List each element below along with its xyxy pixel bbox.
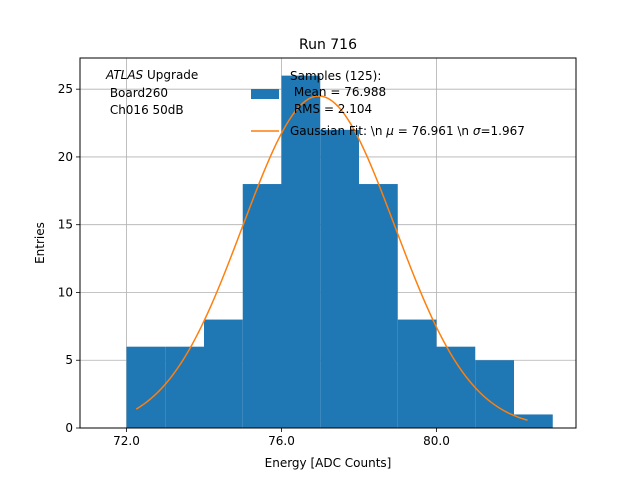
annotation-line-1: ATLAS Upgrade xyxy=(105,68,198,82)
x-axis-ticks: 72.0 76.0 80.0 xyxy=(113,428,450,448)
legend-fit-mu: μ xyxy=(385,124,394,138)
legend-fit-label: Gaussian Fit: \n μ = 76.961 \n σ=1.967 xyxy=(290,124,525,138)
annotation-upgrade: Upgrade xyxy=(143,68,198,82)
y-tick-label: 5 xyxy=(65,353,73,367)
histogram-bar xyxy=(126,346,166,428)
legend-hist-label-1: Samples (125): xyxy=(290,69,381,83)
legend-fit-suffix: =1.967 xyxy=(480,124,524,138)
y-tick-label: 0 xyxy=(65,421,73,435)
y-tick-label: 25 xyxy=(58,82,73,96)
annotation-line-2: Board260 xyxy=(106,86,168,100)
legend-hist-swatch xyxy=(251,89,279,99)
histogram-bar xyxy=(242,184,282,428)
y-tick-label: 15 xyxy=(58,218,73,232)
plot-frame xyxy=(79,57,577,429)
histogram-bar xyxy=(320,129,359,429)
x-tick-label: 76.0 xyxy=(268,434,295,448)
annotation-atlas: ATLAS xyxy=(105,68,144,82)
histogram-bars xyxy=(126,75,553,429)
chart-title: Run 716 xyxy=(299,37,357,53)
legend-fit-prefix: Gaussian Fit: \n xyxy=(290,124,386,138)
histogram-bar xyxy=(514,414,553,428)
x-axis-label: Energy [ADC Counts] xyxy=(265,456,392,470)
legend: Samples (125): Mean = 76.988 RMS = 2.104… xyxy=(251,69,525,138)
histogram-bar xyxy=(165,346,204,428)
annotation-line-3: Ch016 50dB xyxy=(106,103,184,117)
histogram-bar xyxy=(436,346,476,428)
legend-fit-mid: = 76.961 \n xyxy=(394,124,473,138)
gaussian-fit-line xyxy=(135,95,528,421)
legend-fit-sigma: σ xyxy=(473,124,481,138)
histogram-bar xyxy=(397,319,437,428)
y-tick-label: 20 xyxy=(58,150,73,164)
histogram-bar xyxy=(281,75,321,428)
y-axis-ticks: 0 5 10 15 20 25 xyxy=(58,82,80,435)
y-tick-label: 10 xyxy=(58,285,73,299)
histogram-bar xyxy=(359,184,398,428)
legend-hist-label-2: Mean = 76.988 xyxy=(290,85,386,99)
atlas-annotation: ATLAS Upgrade Board260 Ch016 50dB xyxy=(105,68,198,117)
y-axis-label: Entries xyxy=(33,222,47,264)
x-tick-label: 72.0 xyxy=(113,434,140,448)
x-tick-label: 80.0 xyxy=(423,434,450,448)
histogram-bar xyxy=(204,319,243,428)
legend-hist-label-3: RMS = 2.104 xyxy=(290,102,372,116)
